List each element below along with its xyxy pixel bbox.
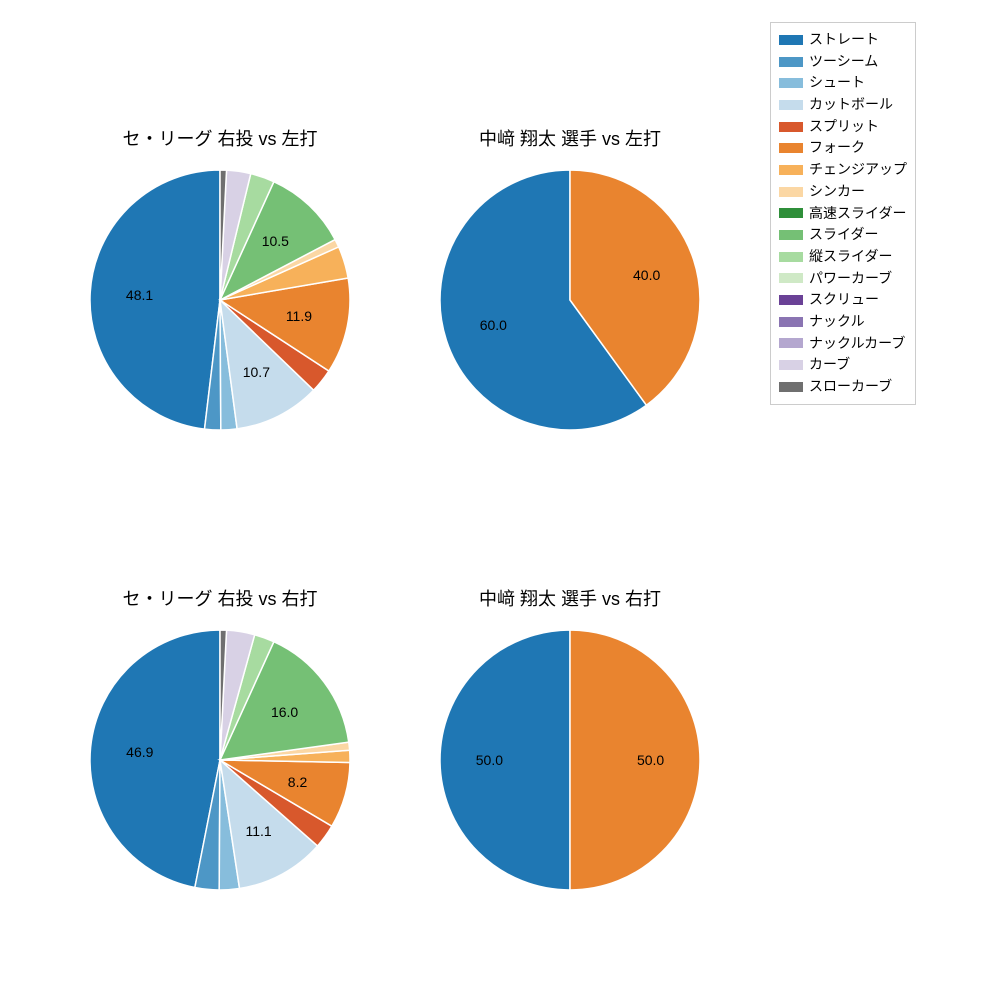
legend-swatch <box>779 122 803 132</box>
legend-item: ストレート <box>779 29 907 51</box>
legend-swatch <box>779 317 803 327</box>
legend-label: シュート <box>809 72 865 94</box>
legend-swatch <box>779 252 803 262</box>
legend-item: ナックルカーブ <box>779 333 907 355</box>
legend-label: カーブ <box>809 354 850 376</box>
legend: ストレートツーシームシュートカットボールスプリットフォークチェンジアップシンカー… <box>770 22 916 405</box>
legend-label: チェンジアップ <box>809 159 907 181</box>
legend-item: パワーカーブ <box>779 268 907 290</box>
legend-item: シンカー <box>779 181 907 203</box>
legend-item: シュート <box>779 72 907 94</box>
pie-slice-label: 16.0 <box>271 704 298 720</box>
legend-swatch <box>779 360 803 370</box>
legend-label: カットボール <box>809 94 893 116</box>
legend-item: チェンジアップ <box>779 159 907 181</box>
legend-swatch <box>779 100 803 110</box>
pie-slice-label: 48.1 <box>126 287 153 303</box>
legend-swatch <box>779 143 803 153</box>
subplot-title: セ・リーグ 右投 vs 左打 <box>50 125 390 151</box>
legend-swatch <box>779 57 803 67</box>
legend-label: スライダー <box>809 224 878 246</box>
pie-slice-label: 11.9 <box>286 308 312 324</box>
legend-label: スローカーブ <box>809 376 892 398</box>
legend-label: ストレート <box>809 29 879 51</box>
legend-label: ナックル <box>809 311 865 333</box>
legend-item: フォーク <box>779 137 907 159</box>
legend-label: スクリュー <box>809 289 879 311</box>
legend-label: シンカー <box>809 181 865 203</box>
pie-slice <box>570 630 700 890</box>
subplot-title: 中﨑 翔太 選手 vs 左打 <box>400 125 740 151</box>
pie-slice-label: 50.0 <box>637 752 664 768</box>
legend-label: ツーシーム <box>809 51 878 73</box>
legend-item: カーブ <box>779 354 907 376</box>
legend-swatch <box>779 295 803 305</box>
legend-item: ナックル <box>779 311 907 333</box>
pie-slice-label: 60.0 <box>480 317 507 333</box>
pie-slice <box>440 630 570 890</box>
legend-swatch <box>779 165 803 175</box>
pie-slice <box>90 630 220 888</box>
pie-slice-label: 46.9 <box>126 744 153 760</box>
legend-label: パワーカーブ <box>809 268 892 290</box>
legend-label: スプリット <box>809 116 879 138</box>
pie-slice-label: 8.2 <box>288 774 307 790</box>
legend-item: 高速スライダー <box>779 203 907 225</box>
subplot-title: 中﨑 翔太 選手 vs 右打 <box>400 585 740 611</box>
pie-slice-label: 50.0 <box>476 752 503 768</box>
pie-slice-label: 40.0 <box>633 267 660 283</box>
pie-slice-label: 10.7 <box>243 364 270 380</box>
legend-item: ツーシーム <box>779 51 907 73</box>
legend-label: フォーク <box>809 137 865 159</box>
legend-label: 高速スライダー <box>809 203 906 225</box>
legend-label: 縦スライダー <box>809 246 892 268</box>
pie-slice-label: 11.1 <box>245 823 271 839</box>
legend-swatch <box>779 187 803 197</box>
legend-swatch <box>779 35 803 45</box>
legend-swatch <box>779 338 803 348</box>
legend-swatch <box>779 273 803 283</box>
subplot-title: セ・リーグ 右投 vs 右打 <box>50 585 390 611</box>
figure: セ・リーグ 右投 vs 左打中﨑 翔太 選手 vs 左打セ・リーグ 右投 vs … <box>0 0 1000 1000</box>
legend-item: 縦スライダー <box>779 246 907 268</box>
legend-item: スクリュー <box>779 289 907 311</box>
legend-item: カットボール <box>779 94 907 116</box>
legend-item: スライダー <box>779 224 907 246</box>
pie-slice-label: 10.5 <box>262 233 289 249</box>
pie-slice <box>90 170 220 429</box>
legend-swatch <box>779 208 803 218</box>
legend-item: スローカーブ <box>779 376 907 398</box>
legend-swatch <box>779 78 803 88</box>
legend-item: スプリット <box>779 116 907 138</box>
legend-swatch <box>779 230 803 240</box>
legend-label: ナックルカーブ <box>809 333 905 355</box>
legend-swatch <box>779 382 803 392</box>
